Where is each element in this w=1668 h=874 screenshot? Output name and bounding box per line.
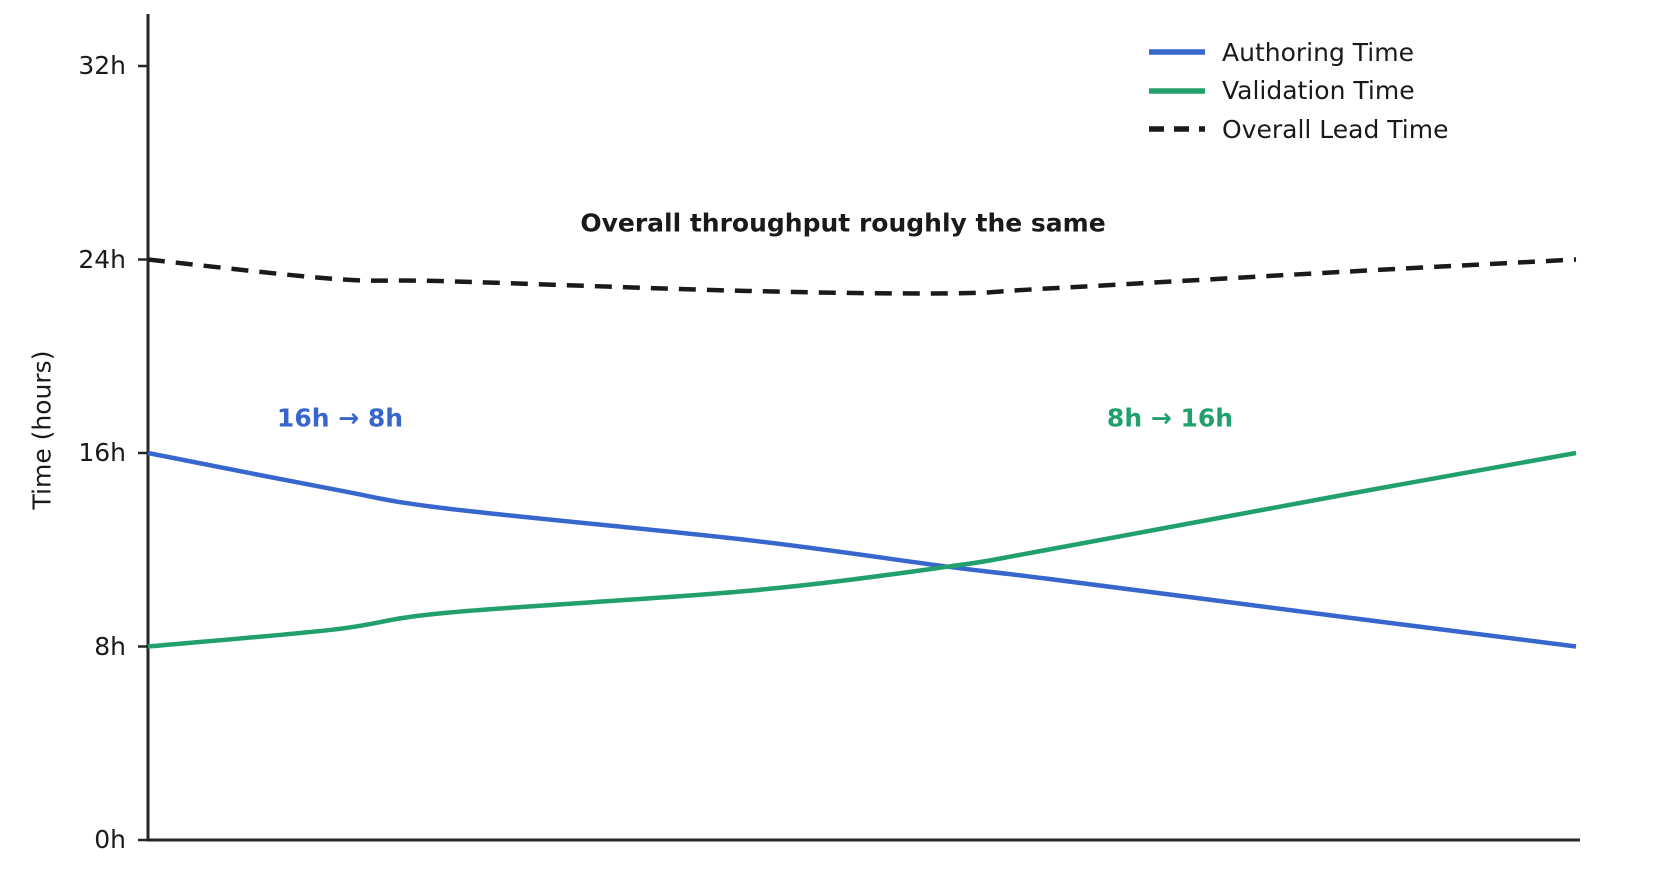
series-line-authoring-time — [147, 450, 1577, 649]
y-tick-label: 8h — [94, 631, 126, 661]
legend-line-validation-icon — [1149, 88, 1205, 94]
series-line-overall-lead-time — [147, 257, 1577, 296]
y-tick-label: 16h — [78, 438, 126, 467]
legend-item-validation-time: Validation Time — [1148, 72, 1448, 111]
annotation-overall-throughput: Overall throughput roughly the same — [580, 208, 1106, 238]
annotation-authoring-change: 16h → 8h — [276, 403, 404, 433]
annotation-validation-change: 8h → 16h — [1106, 403, 1234, 433]
series-line-validation-time — [147, 450, 1577, 649]
legend-line-overall-lead-icon — [1149, 126, 1205, 132]
legend-item-overall-lead-time: Overall Lead Time — [1148, 110, 1448, 149]
y-tick-label: 24h — [78, 244, 126, 274]
y-tick-label: 0h — [94, 825, 126, 854]
legend: Authoring Time Validation Time Overall L… — [1148, 33, 1448, 149]
y-tick-label: 32h — [78, 51, 126, 80]
legend-label-authoring-time: Authoring Time — [1222, 37, 1414, 67]
legend-line-authoring-icon — [1149, 49, 1205, 55]
legend-label-validation-time: Validation Time — [1222, 76, 1415, 106]
legend-item-authoring-time: Authoring Time — [1148, 33, 1448, 72]
legend-label-overall-lead-time: Overall Lead Time — [1222, 114, 1449, 144]
y-axis-title: Time (hours) — [27, 350, 57, 510]
